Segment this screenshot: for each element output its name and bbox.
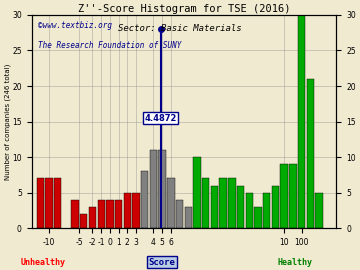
Text: Unhealthy: Unhealthy bbox=[21, 258, 66, 266]
Bar bbox=[211, 185, 218, 228]
Bar bbox=[315, 193, 323, 228]
Bar bbox=[158, 150, 166, 228]
Bar bbox=[193, 157, 201, 228]
Bar bbox=[106, 200, 114, 228]
Text: 4.4872: 4.4872 bbox=[144, 113, 177, 123]
Bar bbox=[176, 200, 183, 228]
Bar bbox=[306, 79, 314, 228]
Text: The Research Foundation of SUNY: The Research Foundation of SUNY bbox=[38, 40, 181, 49]
Bar bbox=[272, 185, 279, 228]
Bar bbox=[289, 164, 297, 228]
Bar bbox=[123, 193, 131, 228]
Bar bbox=[80, 214, 87, 228]
Bar bbox=[115, 200, 122, 228]
Bar bbox=[263, 193, 270, 228]
Bar bbox=[54, 178, 61, 228]
Bar bbox=[202, 178, 210, 228]
Bar bbox=[132, 193, 140, 228]
Bar bbox=[280, 164, 288, 228]
Bar bbox=[167, 178, 175, 228]
Bar bbox=[71, 200, 79, 228]
Title: Z''-Score Histogram for TSE (2016): Z''-Score Histogram for TSE (2016) bbox=[78, 4, 290, 14]
Bar bbox=[220, 178, 227, 228]
Text: Score: Score bbox=[149, 258, 175, 266]
Text: Healthy: Healthy bbox=[278, 258, 313, 266]
Bar bbox=[254, 207, 262, 228]
Text: Sector: Basic Materials: Sector: Basic Materials bbox=[118, 24, 242, 33]
Bar bbox=[246, 193, 253, 228]
Bar bbox=[45, 178, 53, 228]
Bar bbox=[36, 178, 44, 228]
Bar bbox=[185, 207, 192, 228]
Bar bbox=[150, 150, 157, 228]
Bar bbox=[228, 178, 235, 228]
Bar bbox=[89, 207, 96, 228]
Bar bbox=[98, 200, 105, 228]
Bar bbox=[237, 185, 244, 228]
Bar bbox=[298, 15, 305, 228]
Y-axis label: Number of companies (246 total): Number of companies (246 total) bbox=[4, 63, 11, 180]
Text: ©www.textbiz.org: ©www.textbiz.org bbox=[38, 21, 112, 30]
Bar bbox=[141, 171, 148, 228]
